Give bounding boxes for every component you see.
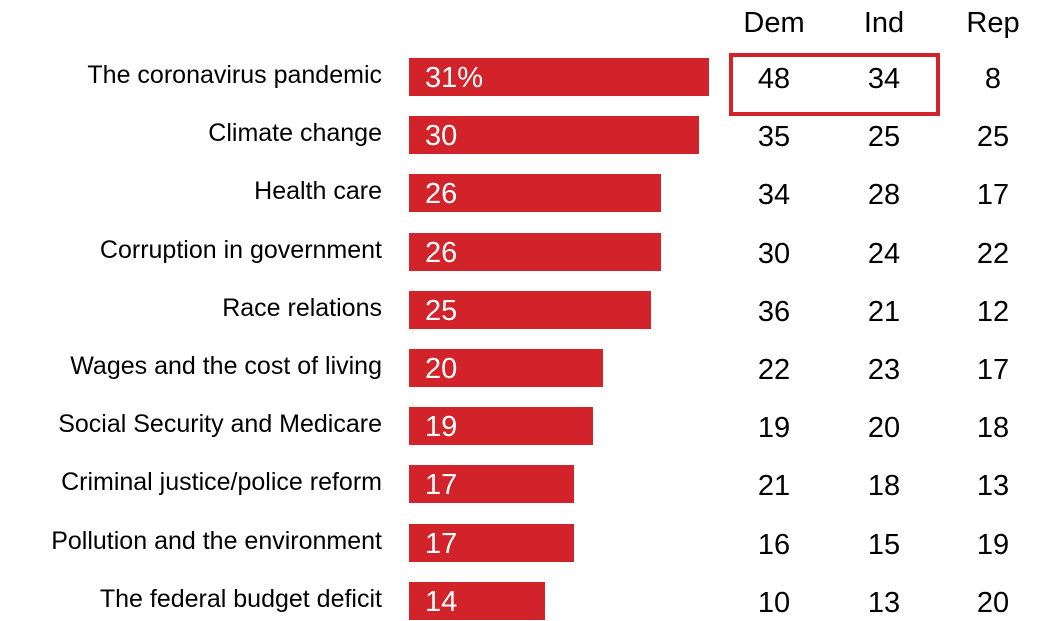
table-cell-rep: 22 (976, 237, 1010, 270)
table-cell-rep: 19 (976, 528, 1010, 561)
column-header-ind: Ind (863, 7, 905, 39)
table-cell-rep: 17 (976, 179, 1010, 212)
bar: 26 (409, 232, 661, 271)
column-header-dem: Dem (743, 7, 805, 39)
bar: 30 (409, 116, 699, 155)
bar-value-label: 26 (425, 236, 458, 269)
table-cell-rep: 13 (976, 470, 1010, 503)
table-cell-ind: 20 (867, 412, 901, 445)
table-cell-rep: 25 (976, 121, 1010, 154)
category-label: Criminal justice/police reform (61, 468, 382, 497)
table-cell-ind: 21 (867, 295, 901, 328)
highlight-box (729, 53, 940, 116)
bar: 31% (409, 58, 709, 96)
category-label: The coronavirus pandemic (87, 61, 382, 89)
table-cell-rep: 17 (976, 354, 1010, 386)
bar: 20 (409, 349, 603, 387)
bar-value-label: 26 (425, 178, 458, 211)
bar: 19 (409, 407, 593, 446)
table-cell-ind: 15 (867, 528, 901, 561)
table-cell-ind: 28 (867, 179, 901, 212)
table-cell-dem: 35 (757, 121, 791, 154)
table-cell-rep: 12 (976, 295, 1010, 328)
bar-value-label: 17 (425, 527, 458, 560)
bar-value-label: 31% (425, 62, 484, 94)
category-label: Climate change (208, 119, 382, 148)
table-cell-rep: 18 (976, 412, 1010, 445)
table-cell-dem: 22 (757, 354, 791, 386)
bar-value-label: 19 (425, 411, 458, 444)
table-cell-ind: 18 (867, 470, 901, 503)
category-label: Social Security and Medicare (58, 410, 382, 439)
category-label: Health care (254, 177, 382, 206)
category-label: The federal budget deficit (99, 584, 382, 613)
table-cell-dem: 19 (757, 412, 791, 445)
bar-value-label: 14 (425, 585, 458, 618)
bar-value-label: 20 (425, 353, 458, 385)
table-cell-dem: 30 (757, 237, 791, 270)
category-label: Wages and the cost of living (70, 352, 382, 380)
bar: 17 (409, 523, 574, 562)
table-cell-ind: 24 (867, 237, 901, 270)
table-cell-dem: 34 (757, 179, 791, 212)
table-cell-dem: 48 (757, 63, 791, 95)
table-cell-ind: 13 (867, 586, 901, 619)
table-cell-rep: 20 (976, 586, 1010, 619)
bar-value-label: 25 (425, 294, 458, 327)
table-cell-ind: 23 (867, 354, 901, 386)
table-cell-rep: 8 (984, 63, 1002, 95)
table-cell-dem: 10 (757, 586, 791, 619)
table-cell-dem: 16 (757, 528, 791, 561)
bar: 25 (409, 290, 651, 329)
column-header-rep: Rep (966, 7, 1020, 39)
bar-value-label: 30 (425, 120, 458, 153)
table-cell-dem: 36 (757, 295, 791, 328)
table-cell-ind: 25 (867, 121, 901, 154)
bar: 17 (409, 465, 574, 504)
table-cell-ind: 34 (867, 63, 901, 95)
category-label: Corruption in government (99, 235, 382, 264)
category-label: Pollution and the environment (51, 526, 382, 555)
table-cell-dem: 21 (757, 470, 791, 503)
category-label: Race relations (222, 293, 382, 322)
bar-value-label: 17 (425, 469, 458, 502)
bar: 14 (409, 581, 545, 620)
bar: 26 (409, 174, 661, 213)
